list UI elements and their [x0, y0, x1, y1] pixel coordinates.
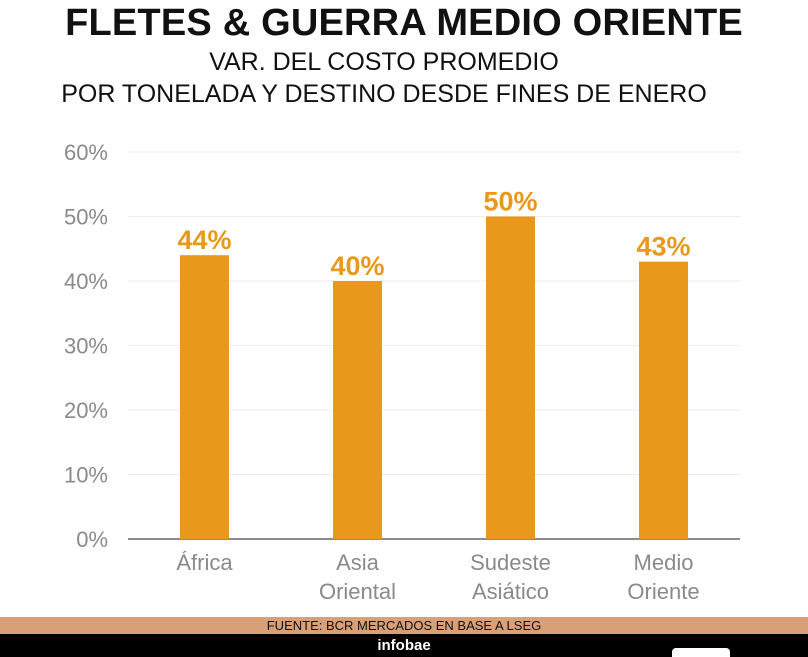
bar [486, 216, 535, 539]
y-tick-label: 30% [64, 334, 108, 359]
data-label: 40% [330, 251, 384, 281]
chart-subtitle-line1: VAR. DEL COSTO PROMEDIO [209, 48, 559, 76]
y-tick-label: 50% [64, 205, 108, 230]
data-label: 50% [483, 187, 537, 217]
x-tick-label: Sudeste [470, 550, 551, 575]
source-text: FUENTE: BCR MERCADOS EN BASE A LSEG [266, 618, 542, 633]
bar-chart: 0% 10% 20% 30% 40% 50% 60% 44% África 40% Asia Orie… [64, 140, 740, 604]
x-tick-label: Medio [634, 550, 694, 575]
source-bar: FUENTE: BCR MERCADOS EN BASE A LSEG [0, 617, 808, 634]
x-tick-label: Asiático [472, 579, 549, 604]
brand-logo: infobae [377, 637, 431, 654]
data-label: 44% [177, 225, 231, 255]
x-tick-label: Oriental [319, 579, 396, 604]
chart-subtitle-line2: POR TONELADA Y DESTINO DESDE FINES DE EN… [61, 80, 707, 108]
chart-title: FLETES & GUERRA MEDIO ORIENTE [65, 2, 743, 44]
data-label: 43% [636, 232, 690, 262]
x-tick-label: Asia [336, 550, 380, 575]
y-tick-label: 60% [64, 140, 108, 165]
bar [639, 261, 688, 539]
y-tick-label: 10% [64, 463, 108, 488]
bar [333, 281, 382, 539]
x-tick-label: África [176, 550, 233, 575]
y-tick-label: 20% [64, 398, 108, 423]
y-tick-label: 0% [76, 527, 108, 552]
footer-bar: infobae [0, 634, 808, 657]
footer-box [672, 648, 730, 657]
y-tick-label: 40% [64, 269, 108, 294]
bar [180, 255, 229, 539]
x-tick-label: Oriente [627, 579, 699, 604]
